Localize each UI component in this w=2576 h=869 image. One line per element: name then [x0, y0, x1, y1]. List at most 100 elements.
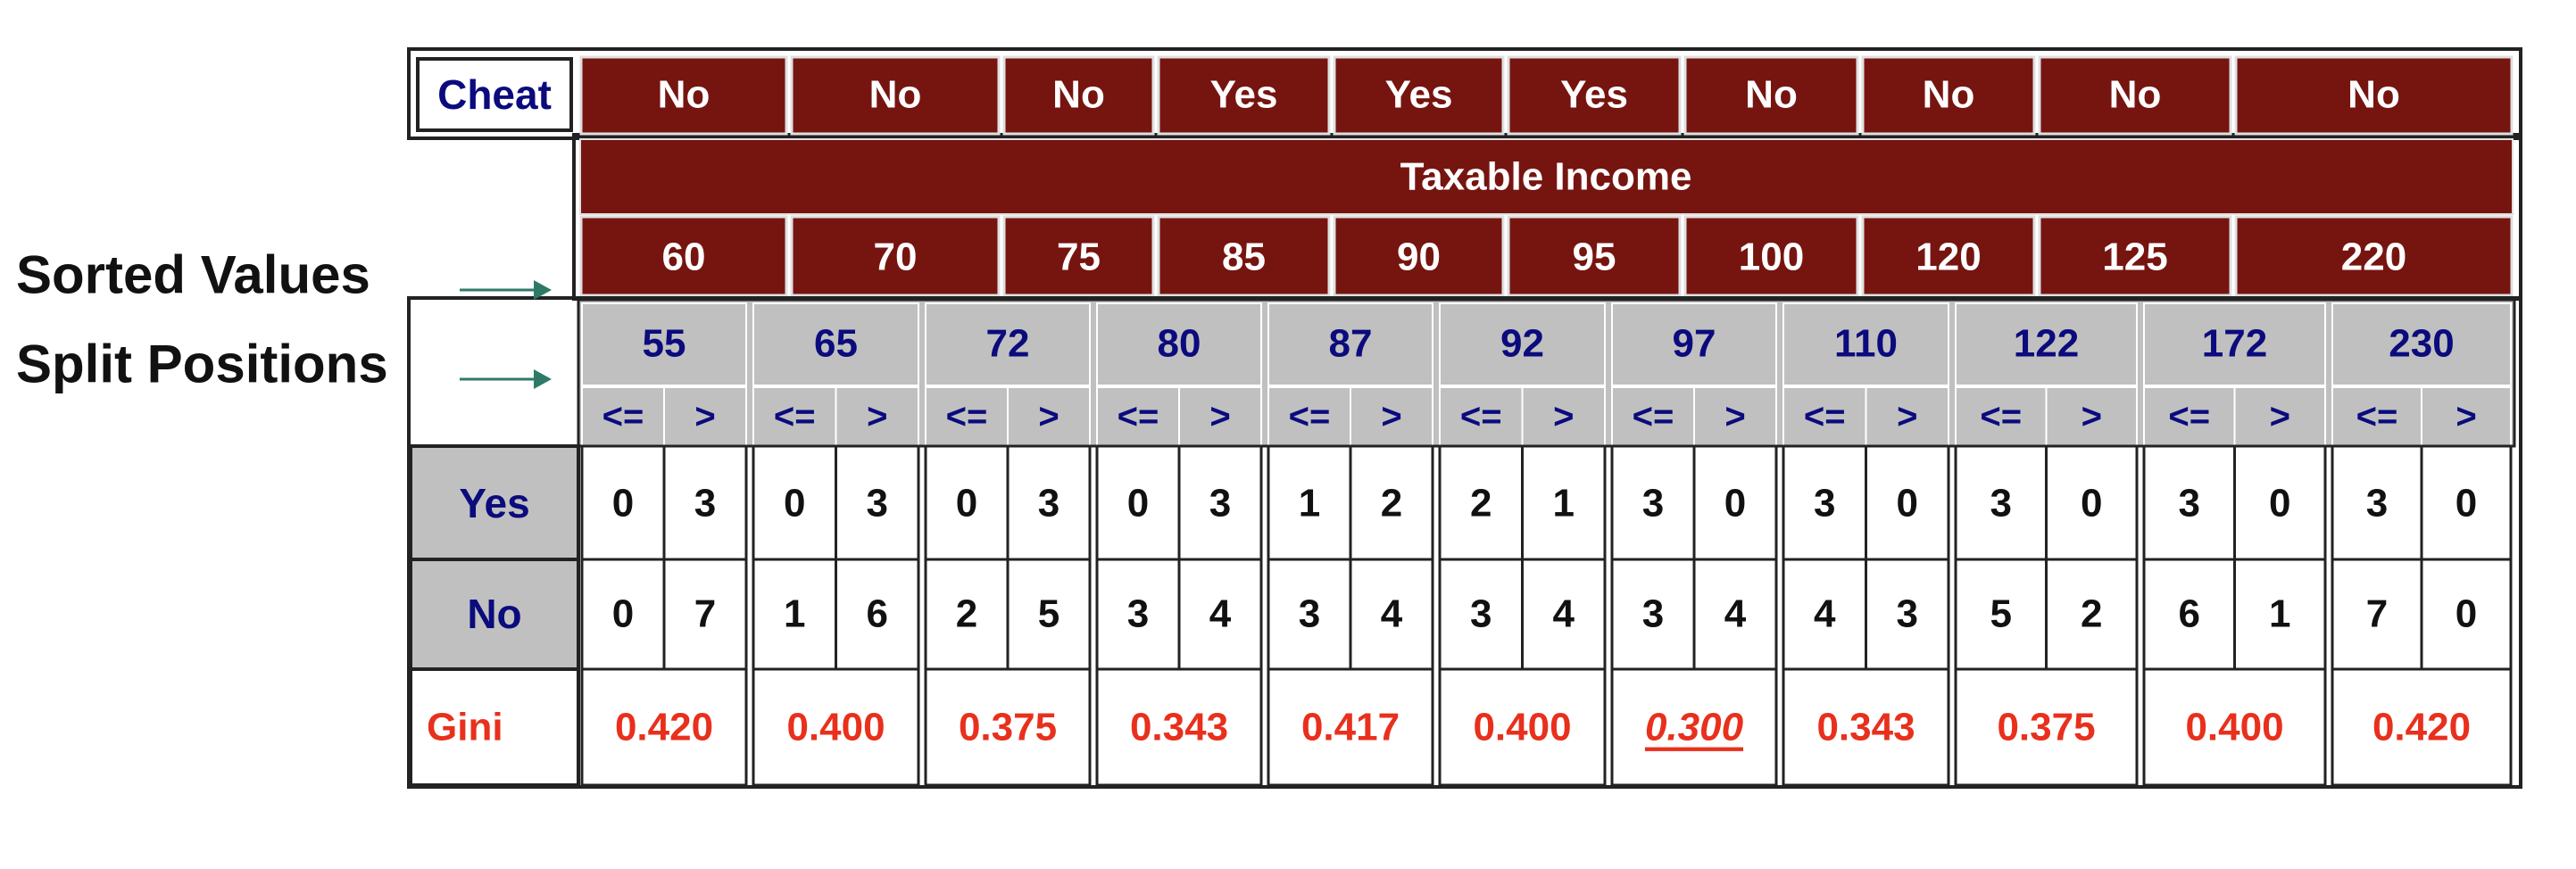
sorted-value: 95 — [1573, 236, 1616, 279]
count-value-gt: 3 — [1038, 482, 1059, 526]
split-position-cell — [581, 302, 747, 386]
gini-value: 0.420 — [2372, 706, 2471, 749]
cheat-value-cell — [1683, 55, 1859, 136]
split-position: 87 — [1329, 322, 1373, 366]
cheat-value: No — [1923, 73, 1975, 117]
count-value-gt: 7 — [694, 592, 716, 636]
split-position-cell — [2331, 302, 2512, 386]
count-cell-gt — [1521, 444, 1607, 561]
gini-cell — [1782, 667, 1950, 787]
attribute-title-cell — [579, 138, 2514, 215]
count-value-le: 0 — [956, 482, 977, 526]
count-value-le: 3 — [1299, 592, 1320, 636]
count-value-le: 1 — [784, 592, 805, 636]
count-value-le: 0 — [612, 482, 634, 526]
count-value-gt: 3 — [867, 482, 888, 526]
count-cell-le — [752, 444, 837, 561]
count-value-gt: 4 — [1553, 592, 1575, 636]
count-value-le: 2 — [956, 592, 977, 636]
le-cell — [1267, 386, 1351, 447]
gini-value: 0.343 — [1816, 706, 1915, 749]
count-value-le: 3 — [1642, 482, 1664, 526]
count-cell-gt — [1006, 444, 1092, 561]
count-value-gt: 1 — [2269, 592, 2290, 636]
cheat-value-cell — [790, 55, 1001, 136]
gt-cell — [2045, 386, 2138, 447]
gt-label: > — [1209, 397, 1230, 436]
split-column — [2142, 302, 2327, 787]
count-value-gt: 3 — [1897, 592, 1918, 636]
cheat-value: No — [1052, 73, 1105, 117]
count-value-le: 0 — [1127, 482, 1149, 526]
count-value-gt: 0 — [1724, 482, 1746, 526]
split-position-cell — [1782, 302, 1949, 386]
sorted-values-arrow-icon — [460, 280, 552, 300]
gini-cell — [1954, 667, 2139, 787]
count-value-le: 3 — [2366, 482, 2388, 526]
cheat-value-cell — [2038, 55, 2232, 136]
count-value-gt: 4 — [1209, 592, 1232, 636]
sorted-value-cell — [1507, 215, 1682, 297]
count-value-le: 3 — [1814, 482, 1835, 526]
le-label: <= — [2356, 397, 2398, 436]
split-position: 97 — [1673, 322, 1716, 366]
split-position-cell — [1611, 302, 1777, 386]
count-cell-gt — [1349, 444, 1434, 561]
split-column — [1610, 302, 1778, 787]
split-column — [1782, 302, 1950, 787]
count-value-le: 3 — [1642, 592, 1664, 636]
count-cell-le — [1438, 444, 1524, 561]
count-cell-le — [1438, 558, 1524, 671]
count-value-le: 1 — [1299, 482, 1320, 526]
count-cell-gt — [662, 444, 748, 561]
count-value-gt: 1 — [1553, 482, 1575, 526]
count-value-gt: 0 — [2269, 482, 2290, 526]
gini-row-label: Gini — [427, 706, 503, 749]
no-row-label: No — [467, 591, 521, 637]
gt-cell — [663, 386, 747, 447]
sorted-value-cell — [2234, 215, 2514, 297]
sorted-value-cell — [1861, 215, 2036, 297]
cheat-value: No — [2347, 73, 2400, 117]
sorted-value-cell — [1002, 215, 1155, 297]
cheat-value: Yes — [1385, 73, 1453, 117]
le-cell — [925, 386, 1009, 447]
yes-row-label-cell — [409, 444, 580, 561]
count-value-gt: 2 — [2081, 592, 2102, 636]
sorted-value-cell — [1157, 215, 1331, 297]
gini-value: 0.343 — [1130, 706, 1228, 749]
sorted-value: 120 — [1915, 236, 1981, 279]
count-cell-le — [752, 558, 837, 671]
count-value-le: 3 — [2179, 482, 2200, 526]
split-position-cell — [2143, 302, 2326, 386]
split-position-cell — [1096, 302, 1262, 386]
count-cell-gt — [2420, 444, 2513, 561]
count-value-gt: 4 — [1724, 592, 1747, 636]
gini-value: 0.400 — [1473, 706, 1571, 749]
split-column — [924, 302, 1092, 787]
split-positions-label: Split Positions — [16, 335, 388, 394]
count-value-gt: 3 — [1209, 482, 1231, 526]
count-value-gt: 3 — [694, 482, 716, 526]
cheat-value: No — [658, 73, 710, 117]
gt-cell — [2421, 386, 2512, 447]
gt-label: > — [1381, 397, 1401, 436]
gt-label: > — [1553, 397, 1574, 436]
sorted-values-label: Sorted Values — [16, 245, 370, 305]
sorted-value: 90 — [1397, 236, 1441, 279]
gt-label: > — [694, 397, 715, 436]
count-value-le: 0 — [784, 482, 805, 526]
split-position: 230 — [2389, 322, 2454, 366]
le-label: <= — [1633, 397, 1674, 436]
le-cell — [1782, 386, 1867, 447]
cheat-value: No — [869, 73, 922, 117]
sorted-value: 75 — [1057, 236, 1101, 279]
count-value-le: 3 — [1127, 592, 1149, 636]
gini-cell — [1267, 667, 1434, 787]
split-table-frame — [407, 296, 2522, 789]
count-cell-gt — [1692, 444, 1778, 561]
gini-value: 0.417 — [1301, 706, 1400, 749]
split-column — [580, 302, 748, 787]
count-value-le: 0 — [612, 592, 634, 636]
